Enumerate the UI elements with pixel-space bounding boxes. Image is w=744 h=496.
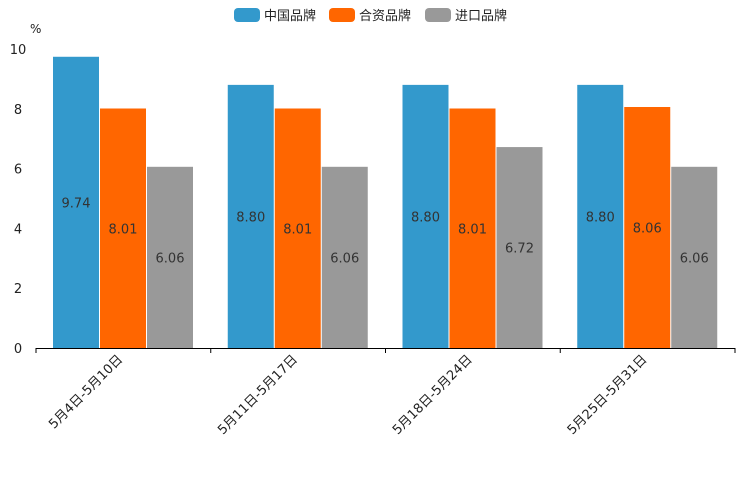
bar-value-label: 9.74 bbox=[62, 196, 91, 211]
plot-area: 9.74 8.01 6.06 8.80 8.01 6.06 8.80 8.01 6.72 8.80… bbox=[53, 56, 718, 349]
bar[interactable] bbox=[227, 84, 274, 348]
bar[interactable] bbox=[577, 84, 624, 348]
bar-value-label: 6.06 bbox=[330, 251, 359, 266]
bar-value-label: 8.06 bbox=[633, 222, 662, 237]
bar[interactable] bbox=[449, 108, 496, 348]
bar[interactable] bbox=[496, 147, 543, 348]
y-axis-unit-label: % bbox=[30, 22, 41, 36]
bar[interactable] bbox=[671, 166, 718, 348]
bar[interactable] bbox=[624, 107, 671, 348]
bar[interactable] bbox=[53, 56, 99, 349]
legend-item[interactable]: 合资品牌 bbox=[329, 8, 411, 24]
bar-value-label: 8.80 bbox=[236, 210, 265, 225]
bar-value-label: 8.01 bbox=[283, 222, 312, 237]
bar[interactable] bbox=[321, 166, 368, 348]
bar-value-label: 6.72 bbox=[505, 242, 534, 257]
x-tick-label: 5月11日-5月17日 bbox=[215, 352, 301, 438]
legend-swatch bbox=[329, 8, 355, 22]
legend-label: 中国品牌 bbox=[264, 8, 316, 24]
y-tick-label: 4 bbox=[14, 222, 22, 237]
y-tick-label: 6 bbox=[14, 163, 22, 178]
bar[interactable] bbox=[100, 108, 146, 348]
y-axis: 0 2 4 6 8 10 bbox=[10, 43, 27, 357]
bar[interactable] bbox=[147, 166, 193, 348]
bar[interactable] bbox=[402, 84, 449, 348]
bar-value-label: 8.01 bbox=[109, 222, 138, 237]
x-tick-label: 5月4日-5月10日 bbox=[46, 352, 126, 432]
x-tick-label: 5月25日-5月31日 bbox=[565, 352, 651, 438]
y-tick-label: 0 bbox=[14, 342, 22, 357]
legend-label: 合资品牌 bbox=[359, 8, 411, 24]
legend: 中国品牌 合资品牌 进口品牌 bbox=[234, 8, 507, 24]
bar-value-label: 6.06 bbox=[156, 251, 185, 266]
y-tick-label: 10 bbox=[10, 43, 27, 58]
legend-swatch bbox=[234, 8, 260, 22]
y-tick-label: 2 bbox=[14, 282, 22, 297]
legend-swatch bbox=[425, 8, 451, 22]
x-tick-label: 5月18日-5月24日 bbox=[390, 352, 476, 438]
legend-item[interactable]: 中国品牌 bbox=[234, 8, 316, 24]
legend-item[interactable]: 进口品牌 bbox=[425, 8, 507, 24]
y-tick-label: 8 bbox=[14, 103, 22, 118]
bar-value-label: 6.06 bbox=[680, 251, 709, 266]
bar-value-label: 8.80 bbox=[411, 210, 440, 225]
bar-value-label: 8.01 bbox=[458, 222, 487, 237]
x-axis: 5月4日-5月10日 5月11日-5月17日 5月18日-5月24日 5月25日-5月… bbox=[35, 348, 736, 438]
bar[interactable] bbox=[274, 108, 321, 348]
bar-value-label: 8.80 bbox=[586, 210, 615, 225]
legend-label: 进口品牌 bbox=[455, 8, 507, 24]
